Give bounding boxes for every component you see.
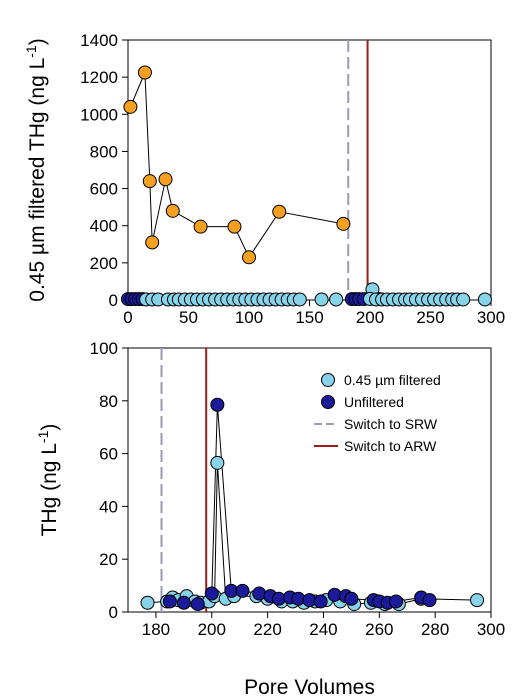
y-tick-label: 20 [99,550,118,569]
x-tick-label: 300 [477,308,505,327]
legend-marker [321,395,335,409]
x-tick-label: 100 [235,308,263,327]
panel-bottom: 180 200 220 240 260 280 300 0 20 40 60 80 100 THg (ng… [35,339,505,699]
plot-frame [127,347,492,613]
x-tick-label: 200 [198,620,226,639]
y-tick-label: 80 [99,392,118,411]
y-tick-label: 60 [99,445,118,464]
legend: 0.45 µm filtered Unfiltered Switch to SRW S… [314,372,441,454]
data-point [477,292,492,307]
data-point [242,250,256,265]
y-tick-label: 40 [99,497,118,516]
data-point [210,455,225,470]
y-tick-label: 600 [90,180,118,199]
data-point [193,219,208,234]
y-tick-label: 100 [90,339,118,358]
data-point [314,292,329,307]
x-tick-label: 250 [416,308,444,327]
data-point [313,594,328,609]
y-axis-title: THg (ng L-1) [35,424,61,537]
x-tick-label: 220 [253,620,281,639]
y-tick-label: 1200 [80,68,118,87]
data-point [142,174,157,189]
legend-label: Switch to SRW [344,416,438,432]
x-tick-label: 240 [309,620,337,639]
data-point [145,235,160,250]
data-point [336,216,351,231]
data-point [456,292,471,307]
data-point [227,219,242,234]
x-tick-label: 260 [365,620,393,639]
x-tick-label: 0 [123,308,132,327]
x-tick-label: 150 [295,308,323,327]
data-point [470,593,485,608]
x-tick-label: 50 [179,308,198,327]
data-point [165,203,180,218]
data-point [235,583,250,598]
y-tick-label: 1400 [80,31,118,50]
data-point [158,172,173,187]
data-point [140,595,155,610]
x-tick-label: 280 [421,620,449,639]
data-point [292,292,307,307]
data-point [210,397,225,412]
data-point [204,586,219,601]
x-tick-label: 180 [142,620,170,639]
x-axis-title: Pore Volumes [244,676,375,699]
data-point [137,65,152,80]
series-line [147,462,478,605]
data-point [272,204,287,219]
data-point [123,99,138,114]
data-point [329,292,344,307]
x-tick-label: 300 [477,620,505,639]
data-point [162,594,177,609]
y-tick-label: 0 [109,291,118,310]
plot-frame [127,39,492,301]
data-point [176,595,191,610]
legend-label: Unfiltered [344,394,404,410]
y-tick-label: 1000 [80,105,118,124]
y-tick-label: 200 [90,254,118,273]
y-tick-label: 400 [90,217,118,236]
data-point [190,597,205,612]
y-axis-title: 0.45 µm filtered THg (ng L-1) [23,38,49,301]
legend-label: 0.45 µm filtered [344,372,441,388]
series-line [169,404,430,605]
legend-label: Switch to ARW [344,438,437,454]
data-point [344,591,359,606]
legend-marker [321,373,335,387]
x-tick-label: 200 [356,308,384,327]
data-point [389,594,404,609]
y-tick-label: 800 [90,142,118,161]
y-tick-label: 0 [109,603,118,622]
panel-top: 0 50 100 150 200 250 300 0 200 400 600 800 1000 1200 1… [23,31,505,327]
data-point [422,593,437,608]
